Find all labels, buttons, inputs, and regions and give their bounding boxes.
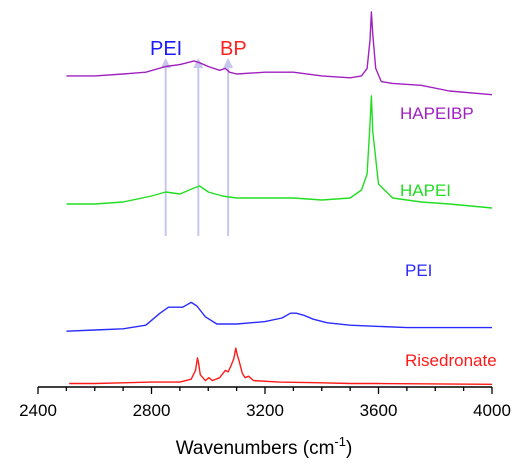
annotation-pei: PEI [150, 38, 182, 60]
marker-lines [160, 58, 234, 236]
series-label-hapeibp: HAPEIBP [400, 104, 474, 123]
labels: HAPEIBP HAPEI PEI Risedronate PEI BP [150, 38, 497, 370]
annotation-bp: BP [220, 38, 247, 60]
series-label-hapei: HAPEI [400, 181, 451, 200]
x-tick-label: 3200 [246, 401, 284, 420]
series-line-risedronate [69, 347, 493, 385]
x-tick-label: 3600 [360, 401, 398, 420]
marker-arrowhead-2 [223, 58, 234, 68]
x-tick-label: 4000 [473, 401, 511, 420]
series-label-pei: PEI [405, 261, 432, 280]
x-tick-label: 2400 [19, 401, 57, 420]
x-axis: 2400 2800 3200 3600 4000 Wavenumbers (cm-1) [19, 386, 511, 459]
series-line-pei [66, 301, 492, 332]
series-lines [66, 11, 493, 385]
x-axis-title: Wavenumbers (cm-1) [176, 434, 353, 459]
series-line-hapeibp [66, 11, 493, 96]
series-line-hapei [66, 95, 493, 209]
series-label-risedronate: Risedronate [405, 351, 497, 370]
x-tick-label: 2800 [133, 401, 171, 420]
